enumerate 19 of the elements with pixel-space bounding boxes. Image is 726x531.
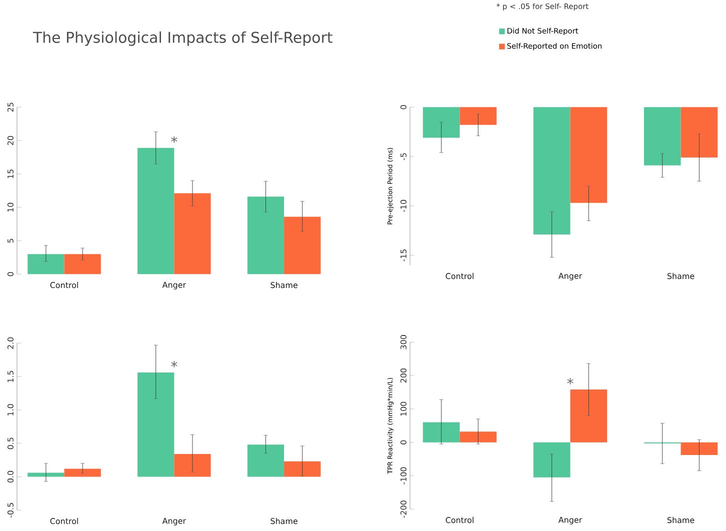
annotation: * — [567, 378, 574, 384]
bar — [174, 193, 211, 274]
bar — [247, 196, 284, 274]
annotation: * — [171, 136, 178, 143]
bar — [28, 254, 64, 274]
bar — [138, 148, 174, 274]
bar — [680, 442, 718, 455]
annotation: * — [171, 360, 178, 368]
bar — [284, 461, 321, 477]
bar — [64, 254, 101, 274]
bar — [138, 372, 174, 477]
bar — [28, 472, 64, 477]
bar — [174, 454, 211, 477]
chart-title: The Physiological Impacts of Self-Report — [32, 31, 332, 46]
bar — [247, 444, 284, 477]
bar — [460, 432, 497, 442]
bar — [64, 468, 101, 477]
bar — [570, 389, 608, 442]
bar — [284, 216, 321, 274]
